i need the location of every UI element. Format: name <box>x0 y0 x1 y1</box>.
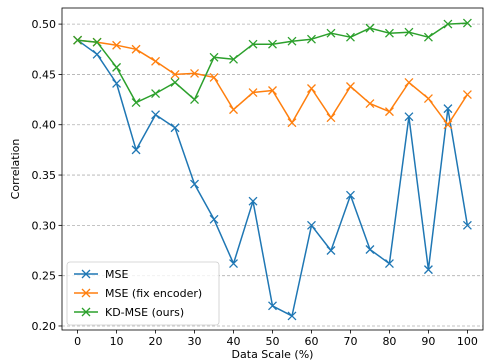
y-axis-label: Correlation <box>9 139 22 200</box>
data-point-marker <box>365 23 375 33</box>
data-point-marker <box>404 27 414 37</box>
y-tick-label: 0.20 <box>32 320 57 333</box>
series-mse-fix-encoder <box>73 35 472 130</box>
data-point-marker <box>404 78 414 87</box>
y-tick-label: 0.30 <box>32 219 57 232</box>
data-point-marker <box>423 94 433 104</box>
legend-swatch-marker <box>81 269 91 279</box>
data-point-marker <box>131 44 141 54</box>
data-point-marker <box>268 301 277 311</box>
series-layer <box>73 18 472 321</box>
data-point-marker <box>209 214 219 224</box>
x-tick-label: 0 <box>74 335 81 348</box>
data-point-marker <box>92 49 102 59</box>
x-tick-label: 80 <box>382 335 396 348</box>
data-point-marker <box>112 40 122 50</box>
x-tick-label: 40 <box>227 335 241 348</box>
data-point-marker <box>365 99 375 109</box>
y-tick-label: 0.35 <box>32 169 57 182</box>
legend-swatch-marker <box>81 307 91 317</box>
series-kd-mse-ours <box>73 18 472 108</box>
legend-label: KD-MSE (ours) <box>105 306 184 319</box>
legend-item: MSE <box>74 268 128 281</box>
x-tick-label: 20 <box>149 335 163 348</box>
x-tick-label: 100 <box>457 335 478 348</box>
data-point-marker <box>365 245 375 254</box>
data-point-marker <box>151 110 161 120</box>
data-point-marker <box>443 19 453 29</box>
legend: MSE MSE (fix encoder) KD-MSE (ours) <box>66 261 220 326</box>
legend-label: MSE (fix encoder) <box>105 287 202 300</box>
x-tick-label: 10 <box>110 335 124 348</box>
data-point-marker <box>384 259 394 269</box>
y-tick-label: 0.45 <box>32 68 57 81</box>
data-point-marker <box>92 37 102 47</box>
y-tick-label: 0.25 <box>32 270 57 283</box>
data-point-marker <box>248 88 258 97</box>
data-point-marker <box>307 84 316 93</box>
data-point-marker <box>248 39 258 49</box>
legend-item: MSE (fix encoder) <box>74 287 202 300</box>
x-axis-label: Data Scale (%) <box>232 348 314 361</box>
data-point-marker <box>131 98 141 108</box>
data-point-marker <box>229 259 238 269</box>
data-point-marker <box>190 95 199 105</box>
data-point-marker <box>287 118 297 128</box>
data-point-marker <box>112 79 122 88</box>
data-point-marker <box>268 86 277 95</box>
data-point-marker <box>131 145 141 155</box>
data-point-marker <box>287 311 297 321</box>
legend-swatch-marker <box>81 288 91 298</box>
data-point-marker <box>268 39 277 49</box>
data-point-marker <box>423 265 433 275</box>
x-tick-label: 50 <box>266 335 280 348</box>
legend-box <box>66 261 220 326</box>
legend-item: KD-MSE (ours) <box>74 306 184 319</box>
data-point-marker <box>248 196 258 206</box>
data-point-marker <box>307 220 316 230</box>
data-point-marker <box>443 120 453 130</box>
data-point-marker <box>462 220 472 230</box>
data-point-marker <box>326 246 336 255</box>
data-point-marker <box>151 89 161 98</box>
y-axis: 0.20 0.25 0.30 0.35 0.40 0.45 0.50 <box>32 18 62 333</box>
data-point-marker <box>112 62 122 72</box>
x-axis: 0 10 20 30 40 50 60 70 80 90 100 <box>74 330 478 348</box>
data-point-marker <box>346 190 355 200</box>
data-point-marker <box>190 68 199 78</box>
legend-label: MSE <box>105 268 128 281</box>
data-point-marker <box>170 78 180 87</box>
data-point-marker <box>229 105 238 115</box>
data-point-marker <box>462 90 472 99</box>
data-point-marker <box>209 72 219 82</box>
data-point-marker <box>326 28 336 38</box>
data-point-marker <box>151 56 161 66</box>
data-point-marker <box>326 113 336 123</box>
data-point-marker <box>462 18 472 28</box>
x-tick-label: 90 <box>421 335 435 348</box>
data-point-marker <box>423 32 433 42</box>
data-point-marker <box>229 54 238 64</box>
y-tick-label: 0.40 <box>32 119 57 132</box>
x-tick-label: 70 <box>343 335 357 348</box>
y-tick-label: 0.50 <box>32 18 57 31</box>
data-point-marker <box>190 179 199 189</box>
data-point-marker <box>170 69 180 79</box>
data-point-marker <box>346 32 355 42</box>
data-point-marker <box>170 123 180 133</box>
data-point-marker <box>384 107 394 117</box>
data-point-marker <box>404 112 414 122</box>
data-point-marker <box>443 104 453 114</box>
data-point-marker <box>384 28 394 38</box>
x-tick-label: 30 <box>188 335 202 348</box>
data-point-marker <box>346 82 355 91</box>
data-point-marker <box>287 36 297 46</box>
x-tick-label: 60 <box>304 335 318 348</box>
data-point-marker <box>307 34 316 44</box>
data-point-marker <box>73 35 83 45</box>
data-point-marker <box>209 52 219 62</box>
